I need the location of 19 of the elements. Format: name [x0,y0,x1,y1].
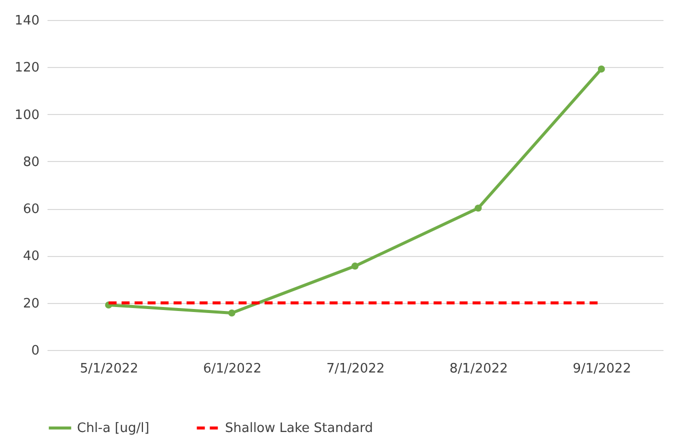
y-tick-label: 100 [14,108,40,123]
x-tick-label: 5/1/2022 [80,362,138,376]
x-tick-label: 9/1/2022 [572,362,632,376]
point [598,66,605,73]
legend-label: Chl-a [ug/l] [77,421,150,436]
y-tick-label: 140 [14,14,40,28]
y-tick-label: 80 [22,154,40,170]
y-tick-label: 120 [14,60,40,76]
y-tick-label: 40 [22,249,40,264]
point [474,204,482,212]
legend-label: Shallow Lake Standard [225,421,373,436]
x-tick-label: 8/1/2022 [450,362,508,376]
y-tick-label: 20 [22,296,40,312]
point [228,309,236,317]
y-tick-label: 0 [31,344,40,358]
y-tick-label: 60 [22,202,40,218]
x-tick-label: 6/1/2022 [203,362,262,376]
point [351,262,359,270]
x-tick-label: 7/1/2022 [326,362,385,376]
